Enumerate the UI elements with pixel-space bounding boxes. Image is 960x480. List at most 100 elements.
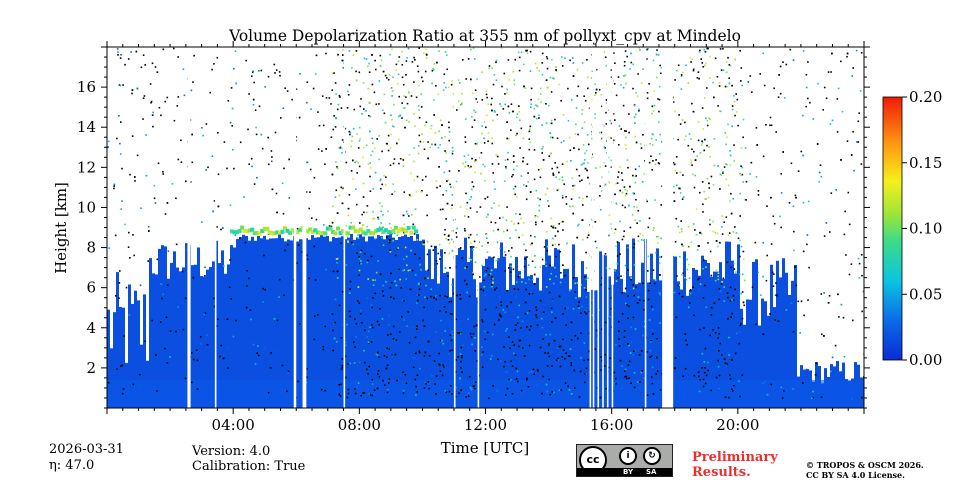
noise-pixel bbox=[807, 200, 810, 203]
noise-pixel bbox=[412, 366, 415, 368]
noise-pixel bbox=[660, 72, 662, 75]
noise-pixel bbox=[504, 270, 506, 272]
noise-pixel bbox=[741, 291, 744, 293]
noise-pixel bbox=[618, 320, 620, 323]
noise-pixel bbox=[116, 137, 118, 140]
noise-pixel bbox=[338, 384, 340, 386]
noise-pixel bbox=[712, 220, 714, 223]
noise-pixel bbox=[544, 352, 547, 354]
noise-pixel bbox=[690, 161, 693, 164]
noise-pixel bbox=[681, 119, 684, 121]
noise-pixel bbox=[830, 370, 832, 373]
noise-pixel bbox=[526, 378, 528, 381]
noise-pixel bbox=[512, 174, 514, 176]
noise-pixel bbox=[541, 392, 543, 395]
noise-pixel bbox=[443, 324, 445, 326]
noise-pixel bbox=[487, 213, 489, 216]
noise-pixel bbox=[858, 262, 861, 265]
noise-pixel bbox=[335, 341, 338, 343]
noise-pixel bbox=[737, 388, 740, 391]
noise-pixel bbox=[719, 290, 722, 293]
noise-pixel bbox=[766, 393, 769, 396]
noise-pixel bbox=[481, 99, 484, 101]
noise-pixel bbox=[521, 281, 523, 283]
noise-pixel bbox=[500, 315, 502, 318]
noise-pixel bbox=[739, 255, 741, 258]
noise-pixel bbox=[479, 206, 482, 208]
cloud-pixel bbox=[341, 229, 345, 234]
noise-pixel bbox=[516, 370, 519, 373]
noise-pixel bbox=[495, 59, 498, 62]
noise-pixel bbox=[151, 114, 154, 116]
noise-pixel bbox=[474, 350, 476, 352]
signal-column bbox=[620, 278, 623, 408]
noise-pixel bbox=[425, 48, 427, 50]
noise-pixel bbox=[431, 374, 433, 377]
y-tick-label: 2 bbox=[86, 359, 96, 377]
noise-pixel bbox=[473, 109, 475, 112]
noise-pixel bbox=[317, 111, 319, 113]
noise-pixel bbox=[698, 277, 700, 280]
noise-pixel bbox=[562, 220, 564, 223]
noise-pixel bbox=[605, 111, 607, 114]
noise-pixel bbox=[464, 229, 466, 232]
noise-pixel bbox=[706, 144, 708, 147]
noise-pixel bbox=[546, 390, 549, 393]
noise-pixel bbox=[733, 95, 735, 97]
noise-pixel bbox=[426, 214, 428, 217]
signal-column bbox=[134, 290, 137, 408]
noise-pixel bbox=[333, 337, 336, 340]
noise-pixel bbox=[680, 75, 683, 78]
noise-pixel bbox=[726, 261, 729, 264]
noise-pixel bbox=[422, 243, 424, 246]
noise-pixel bbox=[742, 301, 745, 304]
noise-pixel bbox=[499, 314, 501, 317]
noise-pixel bbox=[491, 142, 494, 145]
noise-pixel bbox=[790, 162, 793, 165]
noise-pixel bbox=[561, 194, 564, 197]
noise-pixel bbox=[403, 269, 406, 271]
signal-column bbox=[758, 325, 761, 408]
noise-pixel bbox=[636, 95, 639, 97]
noise-pixel bbox=[600, 131, 603, 134]
noise-pixel bbox=[520, 389, 523, 392]
noise-pixel bbox=[852, 130, 854, 133]
noise-pixel bbox=[288, 158, 290, 161]
noise-pixel bbox=[281, 364, 284, 367]
noise-pixel bbox=[117, 54, 119, 56]
noise-pixel bbox=[396, 379, 398, 382]
noise-pixel bbox=[471, 115, 473, 118]
noise-pixel bbox=[580, 283, 582, 286]
noise-pixel bbox=[492, 83, 495, 86]
noise-pixel bbox=[803, 314, 805, 317]
noise-pixel bbox=[687, 144, 690, 147]
noise-pixel bbox=[514, 58, 517, 61]
noise-pixel bbox=[469, 207, 472, 209]
noise-pixel bbox=[472, 246, 475, 248]
noise-pixel bbox=[633, 243, 636, 245]
cloud-pixel bbox=[247, 228, 252, 233]
noise-pixel bbox=[334, 196, 337, 198]
signal-column bbox=[683, 251, 686, 408]
noise-pixel bbox=[761, 382, 764, 385]
noise-pixel bbox=[738, 380, 740, 382]
noise-pixel bbox=[473, 240, 476, 243]
noise-pixel bbox=[676, 275, 678, 277]
noise-pixel bbox=[173, 47, 175, 50]
noise-pixel bbox=[228, 286, 231, 289]
signal-column bbox=[590, 289, 593, 408]
noise-pixel bbox=[492, 278, 494, 280]
noise-pixel bbox=[418, 116, 421, 119]
noise-pixel bbox=[528, 128, 531, 131]
noise-pixel bbox=[812, 390, 814, 393]
noise-pixel bbox=[499, 217, 501, 219]
noise-pixel bbox=[590, 256, 592, 258]
noise-pixel bbox=[823, 292, 825, 294]
cloud-pixel bbox=[295, 230, 300, 235]
noise-pixel bbox=[770, 243, 773, 245]
noise-pixel bbox=[276, 319, 279, 322]
noise-pixel bbox=[472, 249, 474, 251]
noise-pixel bbox=[552, 238, 555, 240]
cloud-pixel bbox=[373, 229, 378, 234]
noise-pixel bbox=[483, 330, 486, 333]
